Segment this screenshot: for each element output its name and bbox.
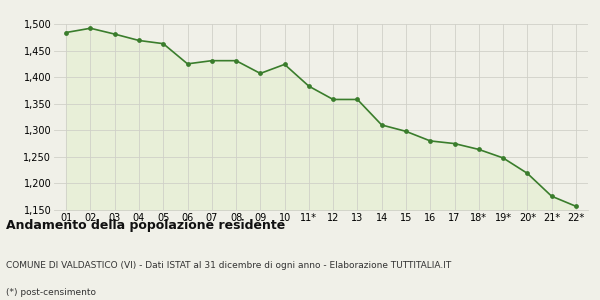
Point bbox=[353, 97, 362, 102]
Point bbox=[207, 58, 217, 63]
Point bbox=[401, 129, 411, 134]
Point bbox=[328, 97, 338, 102]
Point bbox=[474, 147, 484, 152]
Point bbox=[304, 84, 314, 88]
Point bbox=[134, 38, 144, 43]
Point bbox=[450, 141, 460, 146]
Point bbox=[110, 32, 119, 37]
Point bbox=[231, 58, 241, 63]
Point bbox=[256, 71, 265, 76]
Text: Andamento della popolazione residente: Andamento della popolazione residente bbox=[6, 219, 285, 232]
Point bbox=[280, 62, 289, 67]
Point bbox=[571, 204, 581, 209]
Point bbox=[523, 171, 532, 176]
Point bbox=[86, 26, 95, 31]
Point bbox=[425, 139, 435, 143]
Point bbox=[61, 30, 71, 35]
Point bbox=[158, 41, 168, 46]
Point bbox=[498, 155, 508, 160]
Text: COMUNE DI VALDASTICO (VI) - Dati ISTAT al 31 dicembre di ogni anno - Elaborazion: COMUNE DI VALDASTICO (VI) - Dati ISTAT a… bbox=[6, 261, 451, 270]
Point bbox=[547, 194, 556, 199]
Point bbox=[182, 61, 192, 66]
Point bbox=[377, 123, 386, 128]
Text: (*) post-censimento: (*) post-censimento bbox=[6, 288, 96, 297]
